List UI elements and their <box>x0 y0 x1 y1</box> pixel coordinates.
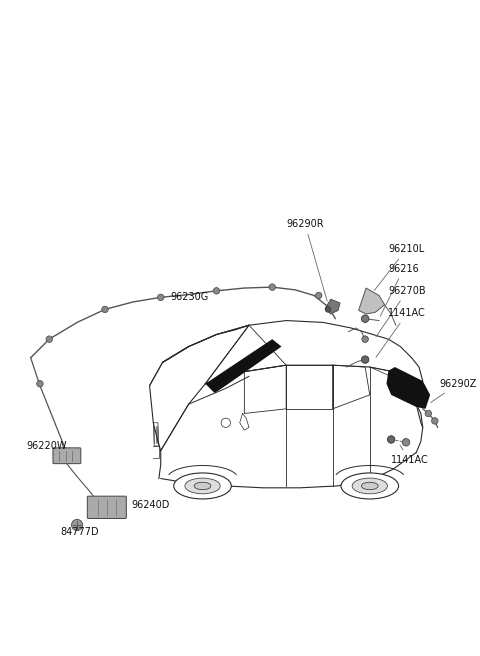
Text: 96270B: 96270B <box>376 286 426 337</box>
Text: 96216: 96216 <box>380 264 419 316</box>
Circle shape <box>325 306 331 312</box>
Text: 96240D: 96240D <box>125 499 169 510</box>
Ellipse shape <box>174 473 231 499</box>
Text: 84777D: 84777D <box>60 527 99 537</box>
Text: 1141AC: 1141AC <box>391 445 429 465</box>
Circle shape <box>432 418 438 424</box>
Text: 1141AC: 1141AC <box>376 308 426 358</box>
Text: 96290R: 96290R <box>286 219 327 301</box>
Circle shape <box>46 336 52 342</box>
Circle shape <box>425 410 432 417</box>
Ellipse shape <box>361 482 378 489</box>
Polygon shape <box>386 367 430 409</box>
Circle shape <box>102 306 108 313</box>
FancyBboxPatch shape <box>53 448 81 464</box>
Circle shape <box>221 418 230 428</box>
Ellipse shape <box>341 473 398 499</box>
Circle shape <box>315 292 322 298</box>
Circle shape <box>213 287 220 294</box>
Polygon shape <box>325 299 340 314</box>
Circle shape <box>269 284 276 291</box>
Text: 96290Z: 96290Z <box>431 379 477 403</box>
Circle shape <box>402 439 410 446</box>
Circle shape <box>72 520 83 531</box>
Text: 96210L: 96210L <box>374 244 425 291</box>
Polygon shape <box>359 288 384 314</box>
Ellipse shape <box>352 478 387 494</box>
Circle shape <box>362 336 368 342</box>
Circle shape <box>361 356 369 363</box>
Text: 96230G: 96230G <box>170 291 214 302</box>
Ellipse shape <box>185 478 220 494</box>
Text: 96220W: 96220W <box>26 441 67 455</box>
Polygon shape <box>205 339 281 393</box>
Circle shape <box>157 294 164 300</box>
Ellipse shape <box>194 482 211 489</box>
Circle shape <box>387 436 395 443</box>
FancyBboxPatch shape <box>87 496 126 518</box>
Circle shape <box>36 380 43 387</box>
Circle shape <box>361 315 369 323</box>
